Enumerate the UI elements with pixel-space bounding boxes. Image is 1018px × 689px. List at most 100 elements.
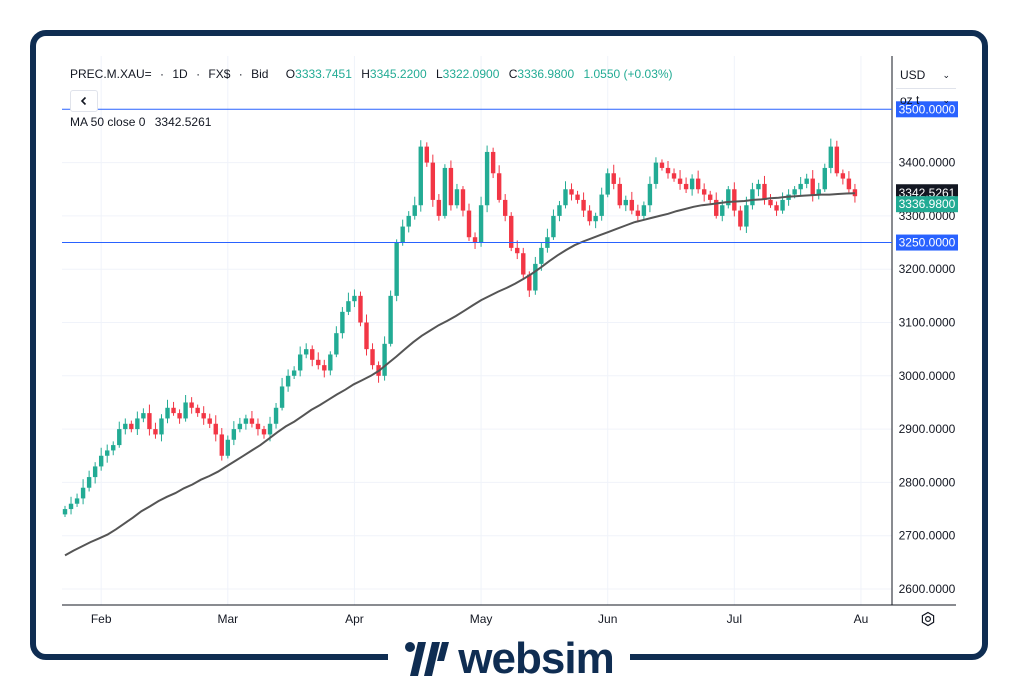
candle-body[interactable] bbox=[189, 402, 194, 408]
candle-body[interactable] bbox=[599, 194, 604, 216]
candle-body[interactable] bbox=[255, 423, 261, 430]
candle-body[interactable] bbox=[382, 343, 387, 376]
symbol-label[interactable]: PREC.M.XAU= bbox=[70, 67, 152, 81]
candle-body[interactable] bbox=[105, 450, 110, 456]
candle-body[interactable] bbox=[352, 295, 357, 302]
candle-body[interactable] bbox=[328, 354, 333, 371]
candle-body[interactable] bbox=[563, 189, 568, 206]
candle-body[interactable] bbox=[436, 199, 442, 216]
candle-body[interactable] bbox=[750, 189, 755, 206]
candle-body[interactable] bbox=[322, 365, 327, 371]
interval-label[interactable]: 1D bbox=[172, 67, 188, 81]
candle-body[interactable] bbox=[177, 413, 182, 419]
candle-body[interactable] bbox=[304, 349, 309, 355]
candle-body[interactable] bbox=[111, 445, 116, 451]
candle-body[interactable] bbox=[243, 418, 249, 424]
ma-legend[interactable]: MA 50 close 0 3342.5261 bbox=[70, 115, 211, 129]
candle-body[interactable] bbox=[297, 354, 303, 371]
candle-body[interactable] bbox=[665, 167, 671, 174]
candle-body[interactable] bbox=[515, 247, 520, 254]
candle-body[interactable] bbox=[340, 311, 345, 334]
candle-body[interactable] bbox=[846, 178, 852, 190]
candle-body[interactable] bbox=[291, 370, 297, 376]
candle-body[interactable] bbox=[430, 162, 436, 200]
candle-body[interactable] bbox=[732, 189, 737, 211]
currency-select[interactable]: USD ⌄ bbox=[896, 64, 956, 86]
candle-body[interactable] bbox=[472, 237, 478, 243]
candle-body[interactable] bbox=[695, 178, 701, 190]
collapse-legend-button[interactable] bbox=[70, 90, 98, 112]
candle-body[interactable] bbox=[279, 386, 285, 408]
candle-body[interactable] bbox=[557, 205, 562, 216]
candle-body[interactable] bbox=[406, 215, 411, 227]
candle-body[interactable] bbox=[593, 215, 598, 222]
candle-body[interactable] bbox=[466, 210, 472, 238]
candle-body[interactable] bbox=[641, 205, 647, 216]
unit-select[interactable]: oz t ⌄ bbox=[896, 89, 956, 111]
candle-body[interactable] bbox=[92, 466, 98, 478]
candle-body[interactable] bbox=[509, 215, 514, 248]
candle-body[interactable] bbox=[840, 173, 846, 179]
candle-body[interactable] bbox=[629, 199, 635, 211]
candle-body[interactable] bbox=[605, 173, 610, 195]
candle-body[interactable] bbox=[478, 205, 484, 243]
candle-body[interactable] bbox=[213, 423, 218, 435]
candle-body[interactable] bbox=[780, 199, 785, 211]
candle-body[interactable] bbox=[62, 509, 68, 515]
candle-body[interactable] bbox=[726, 189, 731, 206]
candle-body[interactable] bbox=[502, 199, 508, 216]
candle-body[interactable] bbox=[86, 477, 92, 488]
candle-body[interactable] bbox=[810, 178, 815, 195]
candle-body[interactable] bbox=[207, 418, 212, 424]
candle-body[interactable] bbox=[623, 199, 628, 206]
candle-body[interactable] bbox=[364, 322, 369, 350]
candle-body[interactable] bbox=[756, 183, 761, 190]
candle-body[interactable] bbox=[720, 205, 725, 216]
candle-body[interactable] bbox=[129, 423, 134, 430]
candle-body[interactable] bbox=[804, 178, 809, 184]
candle-body[interactable] bbox=[677, 178, 683, 184]
candle-body[interactable] bbox=[683, 183, 689, 190]
candle-body[interactable] bbox=[490, 151, 496, 174]
candle-body[interactable] bbox=[496, 173, 502, 200]
candle-body[interactable] bbox=[708, 194, 713, 200]
candle-body[interactable] bbox=[201, 413, 206, 419]
candle-body[interactable] bbox=[792, 189, 797, 195]
candle-body[interactable] bbox=[346, 301, 351, 312]
candle-body[interactable] bbox=[424, 146, 429, 163]
candle-body[interactable] bbox=[744, 205, 749, 227]
candle-body[interactable] bbox=[159, 418, 164, 435]
candle-body[interactable] bbox=[183, 402, 188, 419]
candle-body[interactable] bbox=[388, 295, 393, 344]
candle-body[interactable] bbox=[635, 210, 641, 216]
candle-body[interactable] bbox=[671, 173, 677, 179]
candle-body[interactable] bbox=[701, 189, 707, 195]
candle-body[interactable] bbox=[569, 189, 574, 195]
candle-body[interactable] bbox=[647, 183, 653, 206]
candle-body[interactable] bbox=[412, 205, 417, 216]
candle-body[interactable] bbox=[153, 429, 158, 435]
candle-body[interactable] bbox=[653, 162, 659, 184]
candle-body[interactable] bbox=[68, 503, 74, 510]
candle-body[interactable] bbox=[98, 455, 104, 467]
candle-body[interactable] bbox=[316, 359, 321, 366]
candle-body[interactable] bbox=[587, 210, 592, 222]
candle-body[interactable] bbox=[611, 173, 616, 184]
candle-body[interactable] bbox=[454, 189, 460, 206]
candle-body[interactable] bbox=[418, 146, 423, 206]
candle-body[interactable] bbox=[370, 349, 375, 366]
candle-body[interactable] bbox=[527, 274, 532, 291]
candle-body[interactable] bbox=[539, 247, 544, 264]
candle-body[interactable] bbox=[448, 167, 454, 206]
candle-body[interactable] bbox=[261, 429, 267, 435]
candle-body[interactable] bbox=[358, 295, 363, 323]
candle-body[interactable] bbox=[310, 349, 315, 360]
candle-body[interactable] bbox=[581, 199, 586, 211]
candle-body[interactable] bbox=[442, 167, 448, 216]
candle-body[interactable] bbox=[533, 263, 538, 291]
candle-body[interactable] bbox=[852, 189, 858, 197]
candle-body[interactable] bbox=[219, 434, 224, 456]
candle-body[interactable] bbox=[798, 183, 803, 190]
candle-body[interactable] bbox=[738, 210, 743, 227]
